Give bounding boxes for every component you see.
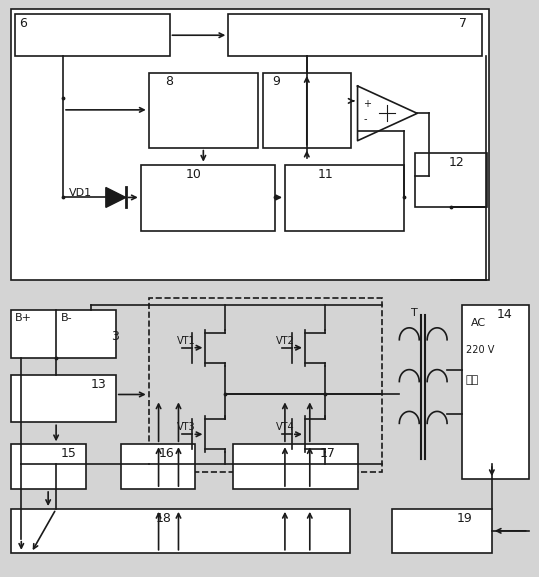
Bar: [15, 14, 170, 56]
Bar: [392, 509, 492, 553]
Bar: [11, 374, 116, 422]
Text: 3: 3: [111, 330, 119, 343]
Bar: [415, 153, 487, 207]
Text: 输出: 输出: [466, 374, 479, 385]
Text: 7: 7: [459, 17, 467, 31]
Text: +: +: [363, 99, 371, 109]
Text: 8: 8: [165, 75, 174, 88]
Text: 14: 14: [497, 308, 513, 321]
Text: 17: 17: [320, 447, 336, 460]
Bar: [228, 14, 482, 56]
Text: AC: AC: [471, 318, 486, 328]
Text: B+: B+: [15, 313, 32, 323]
Bar: [141, 164, 275, 231]
Text: 10: 10: [185, 167, 201, 181]
Text: 11: 11: [318, 167, 334, 181]
Bar: [263, 73, 350, 148]
Text: 12: 12: [449, 156, 465, 168]
Text: VT2: VT2: [276, 336, 295, 346]
Bar: [11, 509, 350, 553]
Bar: [11, 310, 116, 358]
Text: B-: B-: [61, 313, 73, 323]
Bar: [149, 73, 258, 148]
Text: 18: 18: [156, 512, 171, 525]
Text: 15: 15: [61, 447, 77, 460]
Bar: [11, 444, 86, 489]
Text: 220 V: 220 V: [466, 344, 494, 355]
Text: VT4: VT4: [276, 422, 295, 432]
Bar: [121, 444, 195, 489]
Polygon shape: [106, 188, 126, 207]
Text: 19: 19: [457, 512, 473, 525]
Bar: [11, 9, 489, 280]
Text: 13: 13: [91, 377, 107, 391]
Text: 16: 16: [158, 447, 174, 460]
Text: T: T: [411, 308, 418, 318]
Text: VT3: VT3: [176, 422, 195, 432]
Bar: [233, 444, 357, 489]
Bar: [149, 298, 382, 472]
Text: VD1: VD1: [69, 189, 92, 198]
Text: VT1: VT1: [176, 336, 195, 346]
Text: -: -: [363, 114, 367, 124]
Bar: [285, 164, 404, 231]
Bar: [462, 305, 529, 479]
Text: 9: 9: [272, 75, 280, 88]
Text: 6: 6: [19, 17, 27, 31]
